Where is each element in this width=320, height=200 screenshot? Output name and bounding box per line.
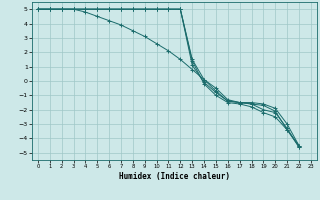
X-axis label: Humidex (Indice chaleur): Humidex (Indice chaleur) [119,172,230,181]
